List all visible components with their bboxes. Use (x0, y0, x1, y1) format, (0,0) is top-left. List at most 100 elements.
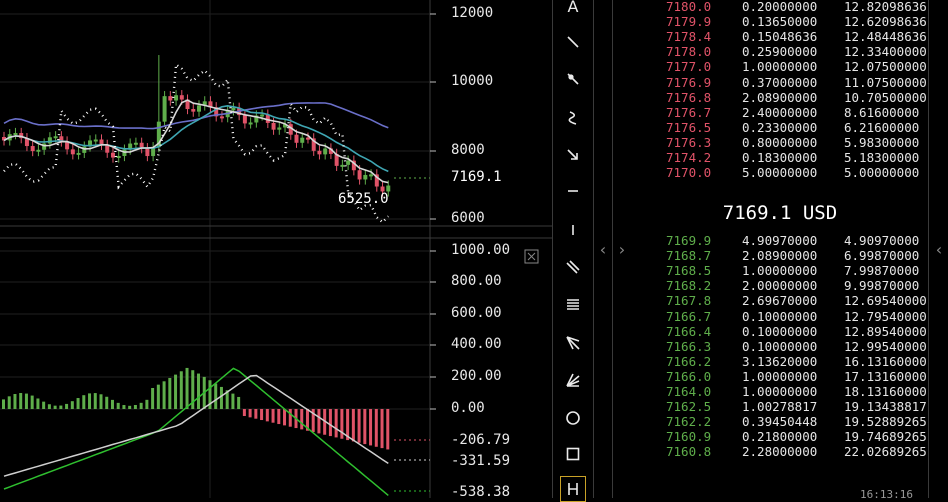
bid-row[interactable]: 7166.0 1.00000000 17.13160000 (632, 368, 928, 385)
chart-area[interactable]: 12000 10000 8000 6000 7169.1 6525.0 1000… (0, 0, 552, 498)
bid-row[interactable]: 7166.7 0.10000000 12.79540000 (632, 308, 928, 325)
text-tool-button[interactable]: A (553, 0, 593, 20)
bid-row[interactable]: 7162.2 0.39450448 19.52889265 (632, 413, 928, 430)
bid-row[interactable]: 7169.9 4.90970000 4.90970000 (632, 232, 928, 249)
macd-histogram-bar (110, 399, 114, 409)
candle-body (288, 124, 293, 135)
trend-line-button[interactable] (553, 28, 593, 56)
macd-histogram-bar (351, 409, 355, 442)
ray-button[interactable] (553, 65, 593, 93)
fan-button[interactable] (553, 366, 593, 394)
ask-row[interactable]: 7180.0 0.20000000 12.82098636 (632, 0, 928, 15)
ask-total: 10.70500000 (844, 89, 927, 105)
bid-price: 7164.0 (666, 384, 712, 399)
bid-row[interactable]: 7160.9 0.21800000 19.74689265 (632, 428, 928, 445)
macd-histogram-bar (2, 399, 5, 409)
ask-row[interactable]: 7176.8 2.08900000 10.70500000 (632, 89, 928, 106)
ask-amount: 0.18300000 (742, 150, 818, 165)
bid-price: 7160.8 (666, 444, 712, 460)
macd-histogram-bar (99, 394, 103, 409)
ask-price: 7176.9 (666, 74, 712, 90)
candle-body (208, 101, 213, 108)
macd-axis-tick: 200.00 (451, 368, 502, 384)
candle-body (145, 148, 150, 157)
ask-row[interactable]: 7177.0 1.00000000 12.07500000 (632, 58, 928, 75)
macd-histogram-bar (139, 402, 143, 409)
bid-row[interactable]: 7166.3 0.10000000 12.99540000 (632, 338, 928, 355)
candle-body (191, 109, 196, 112)
macd-histogram-bar (357, 409, 361, 443)
bid-row[interactable]: 7167.8 2.69670000 12.69540000 (632, 292, 928, 309)
ask-row[interactable]: 7176.7 2.40000000 8.61600000 (632, 104, 928, 121)
macd-histogram-bar (105, 396, 109, 409)
bid-price: 7160.9 (666, 429, 712, 445)
bid-row[interactable]: 7166.2 3.13620000 16.13160000 (632, 353, 928, 370)
moving-averages (3, 62, 390, 224)
candle-body (179, 95, 184, 100)
pen-icon (568, 483, 578, 495)
pen-button[interactable] (560, 476, 586, 502)
collapse-orderbook-button[interactable]: ‹ (929, 0, 948, 498)
candle-body (214, 107, 219, 117)
macd-axis-tick: 800.00 (451, 273, 502, 289)
parallel-channel-button[interactable] (553, 253, 593, 281)
bid-row[interactable]: 7164.0 1.00000000 18.13160000 (632, 383, 928, 400)
chart-canvas[interactable] (0, 0, 552, 498)
collapse-left-button[interactable]: ‹ (593, 0, 613, 498)
pitchfork-button[interactable] (553, 329, 593, 357)
macd-histogram-value: -206.79 (451, 432, 511, 448)
circle-button[interactable] (553, 404, 593, 432)
parabolic-sar-dots (3, 62, 390, 224)
bid-price: 7168.7 (666, 248, 712, 264)
ask-row[interactable]: 7174.2 0.18300000 5.18300000 (632, 149, 928, 166)
horizontal-line-button[interactable] (553, 177, 593, 205)
collapse-right-button[interactable]: › (612, 0, 632, 498)
candle-body (65, 141, 70, 150)
vertical-line-button[interactable] (553, 216, 593, 244)
macd-histogram-bar (242, 409, 246, 417)
macd-histogram-bar (219, 386, 223, 409)
candle-body (36, 149, 41, 152)
candle-body (277, 127, 282, 130)
ask-row[interactable]: 7176.3 0.80000000 5.98300000 (632, 134, 928, 151)
ask-row[interactable]: 7178.4 0.15048636 12.48448636 (632, 28, 928, 45)
ask-total: 12.48448636 (844, 29, 927, 45)
ask-row[interactable]: 7179.9 0.13650000 12.62098636 (632, 13, 928, 30)
bid-total: 6.99870000 (844, 248, 920, 264)
candle-body (13, 133, 18, 136)
fan-icon (566, 373, 580, 387)
macd-histogram-bar (386, 409, 390, 450)
rectangle-button[interactable] (553, 440, 593, 468)
candle-body (99, 139, 104, 145)
bid-row[interactable]: 7160.8 2.28000000 22.02689265 (632, 443, 928, 460)
arrow-button[interactable] (553, 141, 593, 169)
candle-body (334, 153, 339, 166)
fib-retracement-button[interactable] (553, 290, 593, 318)
close-pane-button[interactable] (524, 249, 539, 264)
bid-price: 7167.8 (666, 293, 712, 309)
candle-body (156, 121, 161, 148)
bid-price: 7166.2 (666, 353, 712, 369)
bid-row[interactable]: 7166.4 0.10000000 12.89540000 (632, 323, 928, 340)
macd-indicator (2, 367, 390, 496)
ask-row[interactable]: 7170.0 5.00000000 5.00000000 (632, 164, 928, 181)
macd-histogram-bar (116, 402, 120, 409)
ask-row[interactable]: 7176.9 0.37000000 11.07500000 (632, 74, 928, 91)
candle-body (162, 96, 167, 122)
ask-price: 7174.2 (666, 150, 712, 165)
ask-total: 8.61600000 (844, 104, 920, 120)
bid-row[interactable]: 7168.5 1.00000000 7.99870000 (632, 262, 928, 279)
bid-total: 12.99540000 (844, 338, 927, 354)
ask-amount: 2.08900000 (742, 89, 818, 105)
ask-row[interactable]: 7178.0 0.25900000 12.33400000 (632, 43, 928, 60)
candle-body (351, 160, 356, 171)
curve-button[interactable] (553, 104, 593, 132)
bid-row[interactable]: 7162.5 1.00278817 19.13438817 (632, 398, 928, 415)
macd-histogram-bar (231, 393, 235, 409)
candle-body (294, 134, 299, 143)
bid-amount: 1.00000000 (742, 384, 818, 399)
candle-body (380, 186, 385, 192)
ask-row[interactable]: 7176.5 0.23300000 6.21600000 (632, 119, 928, 136)
bid-row[interactable]: 7168.2 2.00000000 9.99870000 (632, 277, 928, 294)
bid-row[interactable]: 7168.7 2.08900000 6.99870000 (632, 247, 928, 264)
